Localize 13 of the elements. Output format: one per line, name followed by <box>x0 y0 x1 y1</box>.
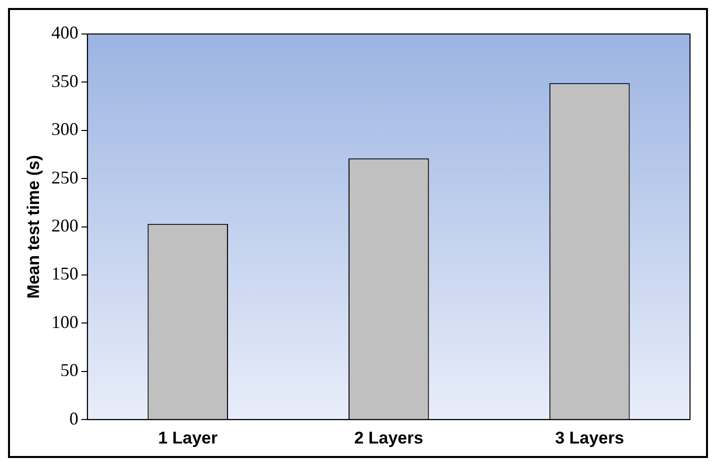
y-tick-label: 300 <box>51 119 78 140</box>
y-tick-label: 200 <box>51 216 78 236</box>
x-tick-label: 1 Layer <box>158 428 218 448</box>
x-tick-label: 3 Layers <box>555 428 624 448</box>
y-tick-label: 150 <box>51 264 78 284</box>
y-tick-label: 50 <box>60 360 78 380</box>
y-tick-label: 0 <box>69 408 78 428</box>
y-tick-label: 400 <box>51 22 78 43</box>
y-axis-title: Mean test time (s) <box>24 155 43 299</box>
y-tick-label: 100 <box>51 312 78 332</box>
y-tick-label: 250 <box>51 167 78 188</box>
x-tick-label: 2 Layers <box>354 428 424 448</box>
y-tick-label: 350 <box>51 70 78 91</box>
